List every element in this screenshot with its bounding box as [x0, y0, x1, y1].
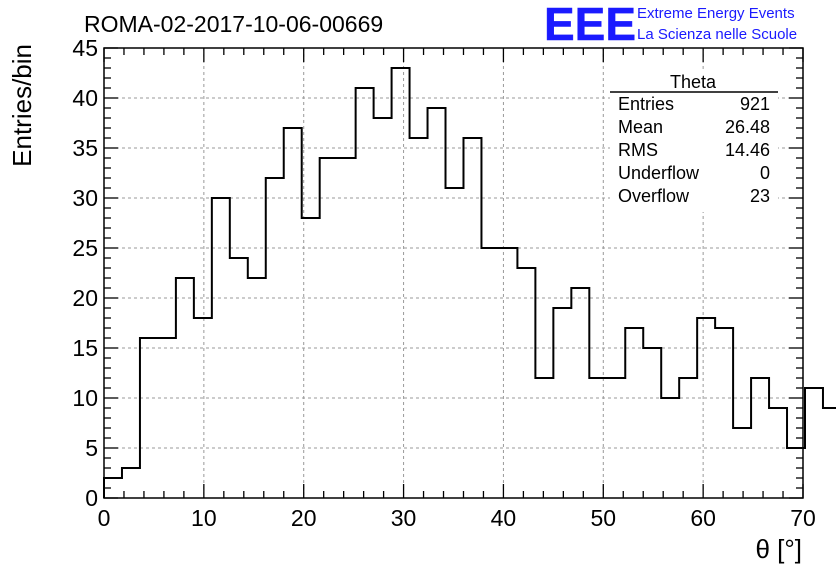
- axis-ticks: [103, 47, 804, 499]
- y-tick-label: 35: [72, 135, 98, 161]
- stats-label-rms: RMS: [618, 140, 658, 160]
- y-tick-label: 20: [72, 285, 98, 311]
- chart-title: ROMA-02-2017-10-06-00669: [84, 11, 383, 37]
- x-tick-labels: 0 10 20 30 40 50 60 70: [98, 505, 816, 531]
- x-tick-label: 30: [391, 505, 417, 531]
- stats-label-mean: Mean: [618, 117, 663, 137]
- stats-box-bg: [610, 72, 778, 212]
- brand-line-2: La Scienza nelle Scuole: [637, 26, 797, 43]
- x-tick-label: 60: [690, 505, 716, 531]
- stats-label-underflow: Underflow: [618, 163, 700, 183]
- x-tick-label: 10: [191, 505, 217, 531]
- x-tick-label: 0: [98, 505, 111, 531]
- brand-logo: EEE Extreme Energy Events La Scienza nel…: [544, 0, 797, 50]
- x-axis-label: θ [°]: [755, 534, 802, 564]
- stats-value-rms: 14.46: [725, 140, 770, 160]
- plot-frame: [103, 47, 804, 499]
- x-tick-label: 50: [590, 505, 616, 531]
- stats-title: Theta: [670, 72, 717, 92]
- y-tick-label: 10: [72, 385, 98, 411]
- stats-box: Theta Entries 921 Mean 26.48 RMS 14.46 U…: [610, 72, 778, 212]
- stats-value-mean: 26.48: [725, 117, 770, 137]
- y-axis-label: Entries/bin: [7, 44, 37, 167]
- y-tick-labels: 0 5 10 15 20 25 30 35 40 45: [72, 35, 98, 511]
- x-tick-label: 70: [790, 505, 816, 531]
- y-tick-label: 45: [72, 35, 98, 61]
- y-tick-label: 40: [72, 85, 98, 111]
- stats-value-entries: 921: [740, 94, 770, 114]
- x-tick-label: 40: [491, 505, 517, 531]
- y-tick-label: 0: [85, 485, 98, 511]
- y-tick-label: 5: [85, 435, 98, 461]
- eee-logo: EEE: [544, 0, 636, 50]
- y-tick-label: 25: [72, 235, 98, 261]
- histogram-line: [103, 67, 836, 498]
- stats-label-entries: Entries: [618, 94, 674, 114]
- stats-value-overflow: 23: [750, 186, 770, 206]
- y-tick-label: 30: [72, 185, 98, 211]
- stats-label-overflow: Overflow: [618, 186, 690, 206]
- x-tick-label: 20: [291, 505, 317, 531]
- stats-value-underflow: 0: [760, 163, 770, 183]
- y-tick-label: 15: [72, 335, 98, 361]
- brand-line-1: Extreme Energy Events: [637, 5, 795, 22]
